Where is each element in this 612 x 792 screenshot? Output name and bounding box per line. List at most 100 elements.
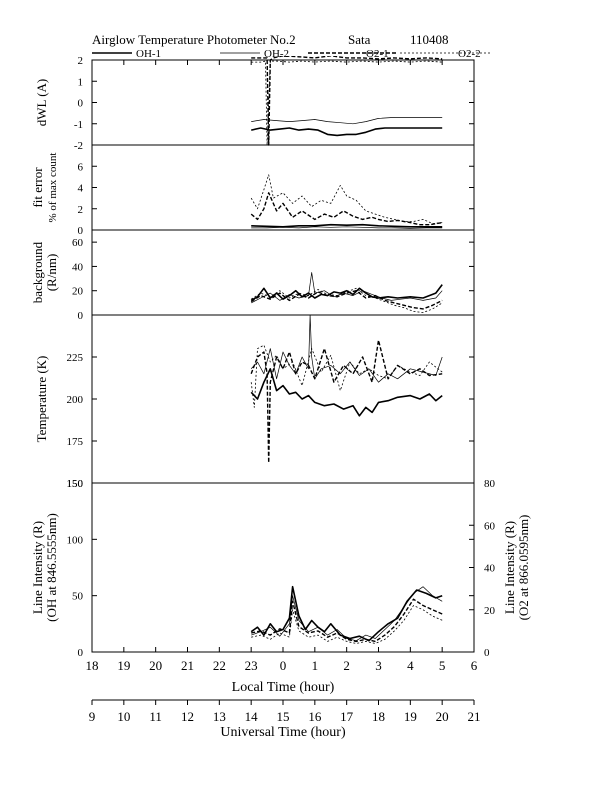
- local-time-tick-label: 5: [439, 658, 446, 673]
- y-tick-label: 2: [78, 204, 84, 216]
- y-axis-label: dWL (A): [34, 79, 49, 127]
- series-line-o2-1: [250, 339, 443, 464]
- series-line-oh-2: [251, 226, 443, 229]
- y-tick-label: 6: [78, 161, 84, 173]
- local-time-tick-label: 20: [149, 658, 162, 673]
- local-time-tick-label: 3: [375, 658, 382, 673]
- series-line-oh-1: [251, 127, 443, 137]
- universal-time-tick-label: 18: [372, 709, 385, 724]
- y-tick-label: 150: [67, 478, 84, 490]
- y-tick-label: 60: [72, 237, 84, 249]
- universal-time-tick-label: 15: [277, 709, 290, 724]
- y-tick-label: 175: [67, 436, 84, 448]
- legend-label-oh-1: OH-1: [136, 48, 161, 60]
- universal-time-tick-label: 10: [117, 709, 130, 724]
- y-tick-label: 40: [72, 261, 84, 273]
- y-tick-label: 1: [78, 76, 84, 88]
- y-right-axis-label: (O2 at 866.0595nm): [516, 515, 531, 621]
- local-time-tick-label: 0: [280, 658, 287, 673]
- series-line-o2-2: [250, 174, 443, 225]
- local-time-axis-label: Local Time (hour): [232, 680, 335, 695]
- universal-time-tick-label: 9: [89, 709, 96, 724]
- local-time-tick-label: 2: [343, 658, 350, 673]
- y-tick-label: 150: [67, 478, 84, 490]
- y-right-tick-label: 20: [484, 605, 496, 617]
- series-line-oh-2: [250, 314, 443, 383]
- panel-frame: [91, 314, 475, 484]
- y-tick-label: 200: [67, 394, 84, 406]
- series-line-o2-1: [250, 192, 443, 226]
- series-line-oh-2: [251, 586, 443, 642]
- universal-time-tick-label: 14: [245, 709, 259, 724]
- y-axis-label: background: [30, 241, 45, 303]
- panel-frame: [91, 482, 475, 653]
- y-right-tick-label: 60: [484, 520, 496, 532]
- panel-frame: [91, 144, 475, 231]
- local-time-tick-label: 21: [181, 658, 194, 673]
- y-tick-label: 0: [78, 225, 84, 237]
- local-time-tick-label: 18: [86, 658, 99, 673]
- y-right-tick-label: 80: [484, 478, 496, 490]
- chart-header: Airglow Temperature Photometer No.2 Sata…: [92, 32, 449, 47]
- y-tick-label: 20: [72, 286, 84, 298]
- universal-time-tick-label: 21: [468, 709, 481, 724]
- series-line-oh-1: [250, 585, 443, 642]
- chart-title: Airglow Temperature Photometer No.2: [92, 32, 296, 47]
- local-time-tick-label: 19: [117, 658, 130, 673]
- y-tick-label: 225: [67, 352, 84, 364]
- legend-label-o2-2: O2-2: [458, 48, 481, 60]
- universal-time-tick-label: 17: [340, 709, 354, 724]
- y-tick-label: 4: [78, 183, 84, 195]
- legend-label-oh-2: OH-2: [264, 48, 289, 60]
- series-line-oh-2: [251, 272, 443, 304]
- y-tick-label: 2: [78, 55, 84, 67]
- y-tick-label: 0: [78, 310, 84, 322]
- site-name: Sata: [348, 32, 371, 47]
- panel-bg: 60 40 20 0 background (R/nm): [30, 229, 475, 322]
- series-line-o2-1: [250, 290, 443, 310]
- panel-frame: [91, 59, 475, 146]
- panel-frame: [91, 229, 475, 316]
- y-right-tick-label: 40: [484, 563, 496, 575]
- y-axis-label: % of max count: [47, 153, 59, 223]
- series-line-oh-2: [251, 117, 443, 125]
- universal-time-tick-label: 16: [308, 709, 322, 724]
- panel-temp: 225 200 175 150 Temperature (K): [34, 314, 475, 490]
- series-line-o2-2: [251, 60, 443, 146]
- y-axis-label: Temperature (K): [34, 356, 49, 443]
- y-tick-label: 0: [78, 647, 84, 659]
- series-line-o2-1: [251, 598, 443, 643]
- local-time-tick-label: 23: [245, 658, 258, 673]
- series-line-o2-2: [250, 287, 443, 314]
- universal-time-axis-label: Universal Time (hour): [220, 725, 346, 740]
- y-axis-label: fit error: [30, 167, 45, 208]
- y-tick-label: -2: [74, 140, 83, 152]
- series-line-oh-1: [251, 223, 443, 228]
- universal-time-tick-label: 20: [436, 709, 449, 724]
- series-line-oh-1: [250, 367, 443, 417]
- legend: OH-1 OH-2 O2-1 O2-2: [92, 48, 490, 60]
- y-right-axis-label: Line Intensity (R): [502, 521, 517, 614]
- local-time-tick-label: 6: [471, 658, 478, 673]
- y-tick-label: 0: [78, 98, 84, 110]
- series-line-o2-2: [250, 344, 443, 408]
- series-line-oh-1: [250, 284, 443, 302]
- y-axis-label: (R/nm): [44, 254, 59, 292]
- local-time-tick-label: 4: [407, 658, 414, 673]
- universal-time-tick-label: 19: [404, 709, 417, 724]
- date-label: 110408: [410, 32, 449, 47]
- y-axis-label: Line Intensity (R): [30, 521, 45, 614]
- y-axis-label: (OH at 846.5555nm): [44, 513, 59, 622]
- local-time-tick-label: 1: [312, 658, 319, 673]
- series-line-o2-1: [251, 56, 443, 146]
- y-tick-label: 100: [67, 534, 84, 546]
- y-tick-label: 50: [72, 591, 84, 603]
- universal-time-tick-label: 11: [149, 709, 162, 724]
- series-line-o2-2: [251, 605, 443, 644]
- y-tick-label: -1: [74, 119, 83, 131]
- y-right-tick-label: 0: [484, 647, 490, 659]
